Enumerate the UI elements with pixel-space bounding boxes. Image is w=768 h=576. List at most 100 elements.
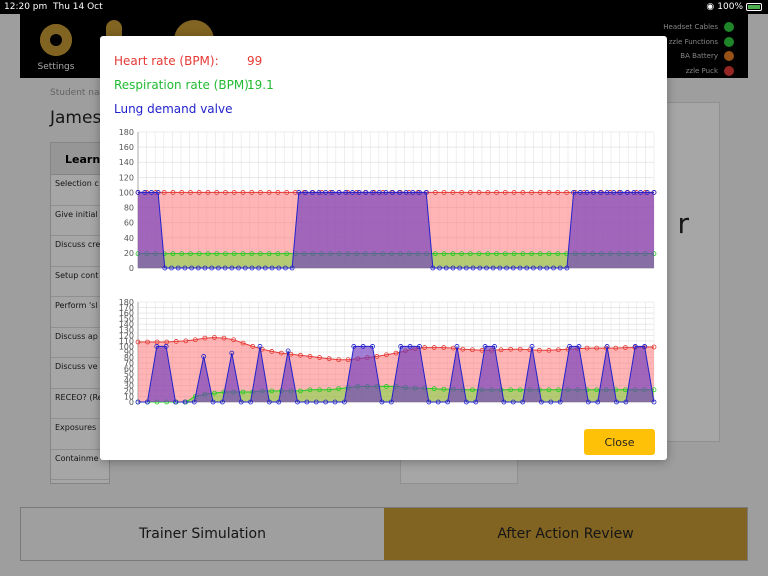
data-point [341, 399, 347, 405]
status-dot-icon [724, 22, 734, 33]
data-point [214, 190, 220, 195]
data-point [524, 265, 530, 271]
y-tick-label: 40 [124, 234, 134, 243]
trainer-simulation-button[interactable]: Trainer Simulation [21, 508, 384, 560]
data-point [604, 190, 610, 195]
data-point [564, 190, 569, 195]
lung-demand-valve-label: Lung demand valve [114, 102, 233, 116]
y-tick-label: 160 [119, 143, 134, 152]
data-point [632, 344, 638, 349]
data-point [510, 265, 516, 271]
data-point [329, 190, 335, 195]
data-point [298, 388, 303, 394]
data-point [457, 265, 463, 271]
data-point [376, 190, 382, 195]
data-point [326, 387, 332, 393]
y-tick-label: 70 [124, 359, 134, 368]
data-point [179, 190, 185, 195]
data-point [154, 344, 160, 349]
data-point [396, 190, 402, 195]
data-point [196, 190, 202, 195]
data-point [618, 190, 623, 195]
data-point [149, 190, 154, 195]
heart-rate-readout: Heart rate (BPM): 99 [114, 54, 262, 68]
device-status-list: Headset Cables zzle Functions BA Battery zz… [624, 20, 734, 78]
data-point [240, 190, 246, 195]
settings-button[interactable]: Settings [26, 20, 86, 72]
data-point [517, 387, 523, 393]
data-point [370, 344, 375, 349]
data-point [242, 265, 248, 271]
student-label: Student na [50, 88, 100, 98]
data-point [205, 190, 211, 195]
data-point [275, 190, 281, 195]
y-tick-label: 60 [124, 365, 134, 374]
data-point [220, 399, 225, 405]
data-point [504, 265, 509, 271]
y-tick-label: 140 [119, 158, 134, 167]
y-tick-label: 180 [119, 298, 134, 307]
data-point [214, 251, 220, 257]
y-tick-label: 30 [124, 381, 134, 390]
data-point [164, 339, 170, 345]
y-tick-label: 150 [119, 315, 134, 324]
status-bar: 12:20 pm Thu 14 Oct ◉ 100% [0, 0, 768, 14]
close-button[interactable]: Close [584, 429, 655, 455]
data-point [611, 190, 617, 195]
after-action-review-button[interactable]: After Action Review [384, 508, 747, 560]
data-point [170, 190, 176, 195]
data-point [435, 399, 441, 405]
data-point [585, 399, 591, 405]
data-point [622, 345, 628, 350]
data-point [484, 265, 489, 271]
heart-rate-value: 99 [247, 54, 263, 68]
data-point [289, 265, 295, 271]
data-point [195, 265, 201, 271]
learning-table-row: Discuss ve [51, 358, 109, 389]
status-dot-icon [724, 36, 734, 47]
data-point [517, 346, 523, 352]
data-point [508, 346, 514, 352]
data-point [283, 265, 288, 271]
data-point [249, 265, 255, 271]
learning-table-row: Containme [51, 450, 109, 480]
data-point [250, 344, 256, 349]
data-point [459, 190, 464, 195]
data-point [155, 190, 161, 195]
data-point [546, 251, 552, 257]
y-tick-label: 20 [124, 387, 134, 396]
battery-icon [746, 3, 762, 11]
data-point [544, 265, 550, 271]
y-tick-label: 80 [124, 204, 134, 213]
data-point [644, 190, 650, 195]
data-point [257, 344, 263, 349]
device-status-row: zzle Functions [624, 35, 734, 50]
data-point [555, 190, 561, 195]
status-time: 12:20 pm Thu 14 Oct [4, 2, 103, 12]
data-point [529, 190, 534, 195]
data-point [379, 399, 385, 405]
data-point [477, 265, 483, 271]
data-point [309, 190, 315, 195]
data-point [441, 190, 447, 195]
data-point [363, 190, 369, 195]
data-point [546, 387, 552, 393]
learning-table-header: Learni [51, 143, 109, 175]
data-point [556, 387, 561, 393]
data-point [191, 399, 197, 405]
data-point [529, 344, 535, 349]
data-point [350, 190, 355, 195]
y-tick-label: 120 [119, 331, 134, 340]
y-tick-label: 0 [129, 398, 134, 407]
data-point [162, 265, 168, 271]
data-point [332, 399, 338, 405]
data-point [188, 251, 193, 257]
data-point [323, 190, 329, 195]
data-point [135, 399, 141, 405]
data-point [179, 251, 185, 257]
y-tick-label: 50 [124, 370, 134, 379]
data-point [175, 265, 181, 271]
data-point [529, 251, 534, 257]
data-point [597, 190, 603, 195]
y-tick-label: 40 [124, 376, 134, 385]
